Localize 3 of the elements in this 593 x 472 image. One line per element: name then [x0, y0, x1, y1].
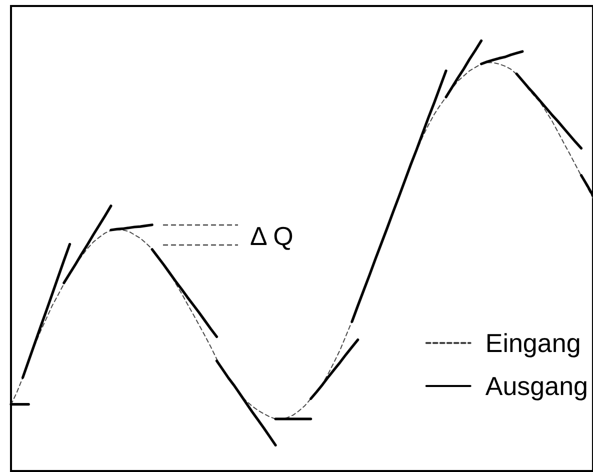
- legend-label: Eingang: [485, 328, 581, 358]
- legend-label: Ausgang: [485, 371, 588, 401]
- annotation: Δ Q: [250, 221, 294, 251]
